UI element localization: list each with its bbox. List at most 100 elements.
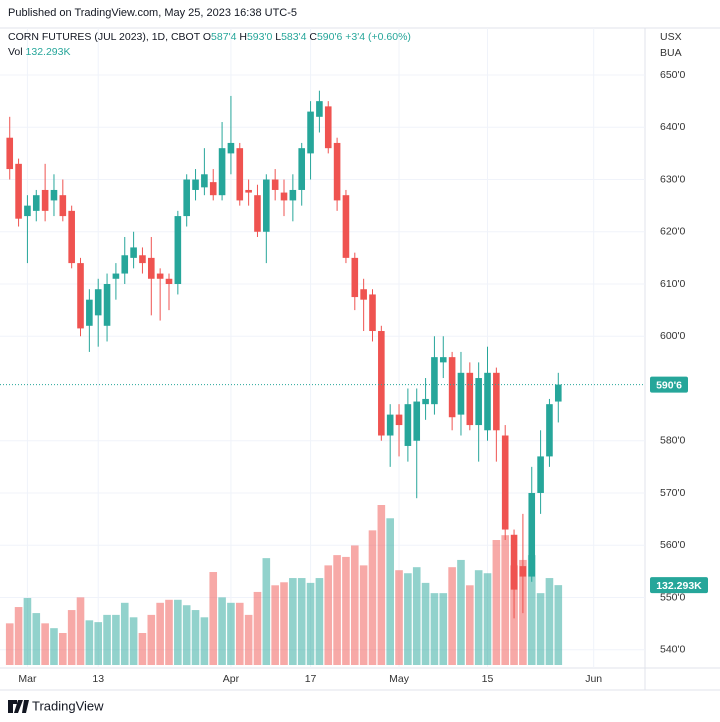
volume-bar	[147, 614, 156, 665]
legend-row: CORN FUTURES (JUL 2023), 1D, CBOT O587'4…	[8, 31, 411, 43]
volume-bar	[404, 573, 412, 665]
volume-bar	[324, 565, 333, 665]
candle-body	[448, 357, 456, 418]
candle-body	[289, 189, 297, 201]
volume-bar	[103, 614, 111, 665]
volume-legend: Vol 132.293K	[8, 46, 71, 58]
candle-body	[466, 372, 474, 426]
legend-key: H	[239, 31, 247, 43]
axes: 650'0 640'0 630'0 620'0 610'0 600'0 580'0 570'0…	[18, 69, 708, 685]
candle-body	[271, 179, 279, 190]
y-tick-label: 630'0	[660, 173, 686, 185]
volume-bar	[421, 582, 430, 665]
candle-body	[86, 299, 93, 326]
volume-bar	[138, 633, 147, 665]
candle-body	[227, 142, 235, 154]
candle-body	[360, 289, 367, 300]
volume-bar	[492, 540, 501, 665]
legend-key: C	[309, 31, 317, 43]
volume-bar	[67, 610, 76, 665]
candle-body	[546, 404, 553, 457]
volume-bar	[545, 578, 554, 665]
volume-bar	[244, 614, 253, 665]
candle-body	[236, 148, 244, 201]
candle-body	[501, 435, 509, 530]
candle-body	[59, 195, 67, 217]
volume-bar	[191, 610, 200, 665]
legend: CORN FUTURES (JUL 2023), 1D, CBOT O587'4…	[8, 31, 411, 58]
candle-body	[475, 378, 482, 426]
candle-body	[103, 284, 111, 326]
legend-value: 587'4	[211, 31, 237, 43]
x-tick-label: 13	[92, 673, 104, 685]
volume-bar	[174, 599, 182, 665]
candle-body	[280, 192, 288, 201]
currency: USX	[660, 31, 682, 43]
volume-bar	[306, 582, 315, 665]
volume-pane	[5, 505, 563, 665]
volume-bar	[483, 573, 492, 665]
y-tick-label: 540'0	[660, 643, 686, 655]
candle-body	[156, 273, 164, 279]
candle-body	[351, 257, 359, 298]
candle-body	[209, 182, 217, 196]
volume-bar	[554, 585, 563, 665]
volume-bar	[200, 617, 209, 665]
legend-value: 590'6	[317, 31, 343, 43]
volume-bar	[297, 578, 306, 665]
last-price-label: 590'6	[656, 379, 682, 391]
volume-bar	[165, 599, 173, 665]
candle-body	[519, 566, 527, 577]
volume-bar	[333, 555, 341, 665]
candle-body	[298, 148, 306, 190]
volume-bar	[527, 555, 536, 665]
legend-change: +3'4 (+0.60%)	[345, 31, 411, 43]
volume-bar	[14, 607, 23, 665]
candle-body	[183, 179, 190, 217]
volume-bar	[280, 582, 288, 665]
volume-bar	[76, 597, 85, 665]
candle-body	[404, 404, 412, 446]
volume-bar	[448, 567, 456, 665]
candle-body	[342, 195, 350, 258]
candle-body	[431, 357, 438, 405]
volume-bar	[395, 570, 403, 665]
volume-bar	[209, 572, 218, 665]
volume-bar	[457, 559, 465, 665]
legend-key: O	[203, 31, 211, 43]
volume-bar	[430, 593, 439, 665]
legend-value: 583'4	[281, 31, 307, 43]
volume-bar	[235, 602, 244, 665]
tv-logo	[8, 700, 29, 713]
x-tick-label: Apr	[223, 673, 240, 685]
y-tick-label: 600'0	[660, 330, 686, 342]
y-tick-label: 640'0	[660, 121, 686, 133]
candle-body	[6, 137, 14, 170]
volume-bar	[85, 620, 94, 665]
legend-symbol: CORN FUTURES (JUL 2023), 1D, CBOT	[8, 31, 201, 43]
volume-bar	[50, 628, 58, 665]
volume-bar	[32, 613, 41, 665]
x-tick-label: 17	[305, 673, 317, 685]
candle-body	[537, 456, 544, 493]
volume-bar	[350, 545, 359, 665]
candle-body	[316, 101, 323, 117]
y-tick-label: 570'0	[660, 487, 686, 499]
volume-bar	[359, 565, 368, 665]
volume-bar	[156, 602, 164, 665]
x-tick-label: Mar	[18, 673, 37, 685]
volume-bar	[262, 558, 271, 665]
volume-bar	[439, 593, 448, 665]
last-volume-label: 132.293K	[656, 580, 702, 592]
candle-body	[510, 534, 518, 590]
x-tick-label: May	[389, 673, 410, 685]
candle-body	[139, 255, 146, 264]
candle-body	[422, 398, 429, 405]
volume-bar	[59, 633, 67, 665]
candle-body	[457, 372, 465, 415]
footer-brand: TradingView	[32, 698, 104, 713]
volume-bar	[315, 578, 324, 665]
legend-value: 593'0	[247, 31, 273, 43]
